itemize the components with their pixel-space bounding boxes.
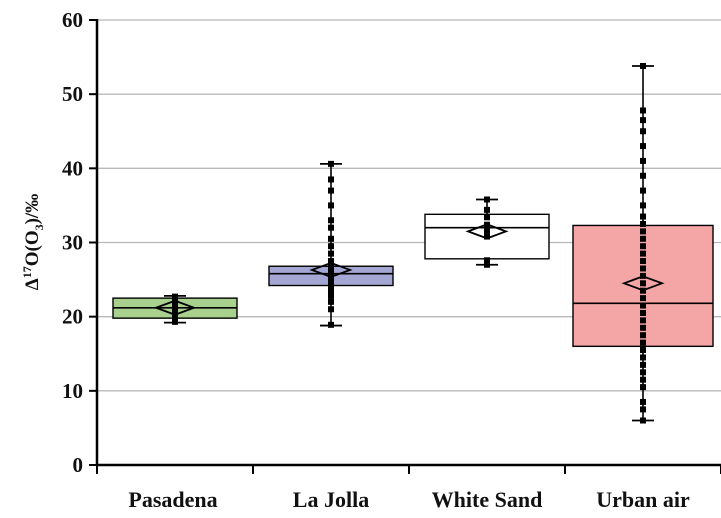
data-point	[640, 128, 646, 134]
data-point	[640, 418, 646, 424]
y-axis-title-suffix: )/‰	[22, 194, 43, 225]
data-point	[328, 236, 334, 242]
data-point	[640, 214, 646, 220]
y-axis-title-sup: 17	[20, 266, 34, 278]
data-point	[640, 265, 646, 271]
data-point	[640, 202, 646, 208]
data-point	[640, 258, 646, 264]
data-point	[484, 228, 490, 234]
box-la-jolla	[269, 161, 393, 328]
x-category-label: Urban air	[596, 487, 690, 512]
data-point	[640, 228, 646, 234]
y-tick-label-50: 50	[62, 82, 83, 106]
data-point	[640, 399, 646, 405]
data-point	[328, 243, 334, 249]
box-series	[113, 63, 713, 424]
data-point	[328, 202, 334, 208]
data-point	[640, 188, 646, 194]
data-point	[640, 221, 646, 227]
y-tick-label-40: 40	[62, 156, 83, 180]
data-point	[640, 158, 646, 164]
x-category-label: Pasadena	[128, 487, 217, 512]
y-axis-ticks: 0 10 20 30 40 50 60	[62, 8, 97, 477]
y-axis-title-prefix: Δ	[22, 278, 43, 290]
data-point	[328, 251, 334, 257]
data-point	[640, 251, 646, 257]
data-point	[640, 280, 646, 286]
y-axis-title: Δ17O(O3)/‰	[20, 194, 46, 290]
data-point	[640, 107, 646, 113]
box-white-sand	[425, 196, 549, 267]
y-axis-title-mid: O(O	[22, 230, 43, 266]
data-point	[640, 295, 646, 301]
data-point	[328, 322, 334, 328]
data-point	[328, 299, 334, 305]
box-pasadena	[113, 294, 237, 325]
data-point	[484, 257, 490, 263]
data-point	[328, 161, 334, 167]
data-point	[328, 293, 334, 299]
data-point	[640, 317, 646, 323]
data-point	[640, 325, 646, 331]
y-tick-label-0: 0	[73, 453, 84, 477]
data-point	[328, 188, 334, 194]
data-point	[640, 243, 646, 249]
data-point	[640, 354, 646, 360]
data-point	[328, 225, 334, 231]
data-point	[640, 63, 646, 69]
data-point	[640, 362, 646, 368]
data-point	[172, 294, 178, 300]
x-category-label: White Sand	[432, 487, 543, 512]
x-axis-categories: Pasadena La Jolla White Sand Urban air	[128, 487, 690, 512]
data-point	[640, 369, 646, 375]
data-point	[484, 196, 490, 202]
data-point	[328, 217, 334, 223]
data-point	[640, 117, 646, 123]
data-point	[640, 384, 646, 390]
data-point	[640, 310, 646, 316]
y-tick-label-10: 10	[62, 379, 83, 403]
data-point	[640, 340, 646, 346]
box-urban-air	[573, 63, 713, 424]
data-point	[640, 377, 646, 383]
data-point	[640, 143, 646, 149]
data-point	[328, 306, 334, 312]
data-point	[640, 332, 646, 338]
y-tick-label-30: 30	[62, 231, 83, 255]
data-point	[640, 406, 646, 412]
data-point	[328, 176, 334, 182]
data-point	[640, 173, 646, 179]
data-point	[640, 303, 646, 309]
y-tick-label-20: 20	[62, 305, 83, 329]
data-point	[640, 236, 646, 242]
x-category-label: La Jolla	[293, 487, 369, 512]
data-point	[484, 207, 490, 213]
data-point	[484, 214, 490, 220]
data-point	[640, 347, 646, 353]
y-tick-label-60: 60	[62, 8, 83, 32]
